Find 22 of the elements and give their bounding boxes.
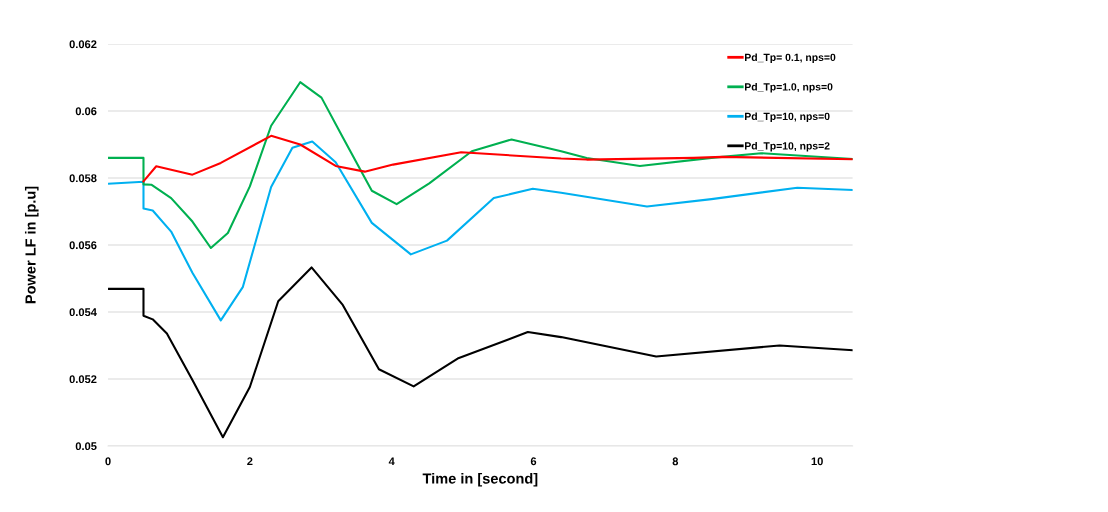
x-tick-label: 0: [105, 457, 111, 466]
x-tick-label: 8: [672, 457, 679, 466]
y-tick-label: 0.052: [69, 375, 97, 384]
y-tick-label: 0.054: [69, 308, 97, 317]
x-tick-label: 6: [530, 457, 537, 466]
y-axis-title: Power LF in [p.u]: [24, 186, 39, 304]
line-series: [108, 266, 853, 439]
line-series: [142, 134, 853, 183]
y-tick-label: 0.06: [75, 107, 97, 116]
y-tick-label: 0.058: [69, 174, 97, 183]
x-tick-label: 2: [247, 457, 253, 466]
x-axis-title: Time in [second]: [422, 472, 538, 487]
y-tick-label: 0.056: [69, 241, 97, 250]
legend-label: Pd_Tp= 0.1, nps=0: [745, 53, 836, 64]
legend-label: Pd_Tp=10, nps=0: [745, 112, 830, 123]
x-tick-label: 10: [811, 457, 823, 466]
line-series: [108, 140, 853, 322]
x-tick-label: 4: [388, 457, 395, 466]
y-tick-label: 0.05: [75, 442, 97, 451]
legend-label: Pd_Tp=10, nps=2: [745, 141, 830, 152]
y-tick-label: 0.062: [69, 40, 97, 49]
legend-label: Pd_Tp=1.0, nps=0: [745, 82, 833, 93]
